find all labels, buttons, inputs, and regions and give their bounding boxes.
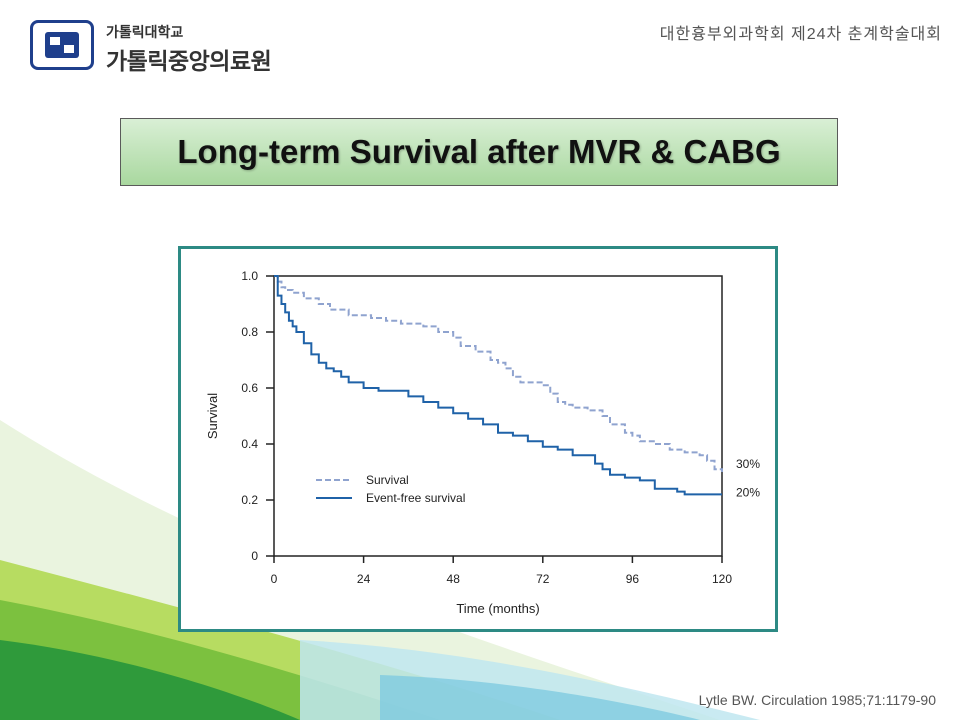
university-name: 가톨릭대학교 xyxy=(106,24,184,40)
x-axis-label: Time (months) xyxy=(456,601,539,616)
conference-name: 대한흉부외과학회 제24차 춘계학술대회 xyxy=(659,26,942,43)
legend-label: Survival xyxy=(366,473,409,487)
hospital-name: 가톨릭중앙의료원 xyxy=(106,48,272,74)
slide-title: Long-term Survival after MVR & CABG xyxy=(177,133,781,170)
x-tick-label: 120 xyxy=(712,572,732,586)
survival-chart: 0 0.2 0.4 0.6 0.8 1.0 0 24 48 72 96 120 Time (months… xyxy=(205,269,760,616)
event-free-survival-end-label: 20% xyxy=(736,485,760,499)
y-tick-label: 0.4 xyxy=(241,437,258,451)
y-axis-label: Survival xyxy=(205,393,220,439)
slide-title-box: Long-term Survival after MVR & CABG xyxy=(120,118,838,186)
y-tick-label: 0.8 xyxy=(241,325,258,339)
legend-label: Event-free survival xyxy=(366,491,465,505)
event-free-survival-line xyxy=(274,275,722,496)
y-tick-label: 0.6 xyxy=(241,381,258,395)
chart-frame: 0 0.2 0.4 0.6 0.8 1.0 0 24 48 72 96 120 Time (months… xyxy=(178,246,778,632)
survival-line xyxy=(274,275,723,472)
survival-end-label: 30% xyxy=(736,457,760,471)
citation: Lytle BW. Circulation 1985;71:1179-90 xyxy=(698,692,936,708)
y-tick-label: 0 xyxy=(251,549,258,563)
x-tick-label: 24 xyxy=(357,572,371,586)
y-tick-label: 0.2 xyxy=(241,493,258,507)
x-tick-label: 72 xyxy=(536,572,550,586)
plot-area-border xyxy=(273,275,723,557)
university-logo: 가톨릭대학교 가톨릭중앙의료원 xyxy=(30,20,280,75)
x-tick-label: 96 xyxy=(626,572,640,586)
x-tick-label: 48 xyxy=(447,572,461,586)
y-tick-label: 1.0 xyxy=(241,269,258,283)
catholic-university-seal-icon xyxy=(30,20,94,70)
x-tick-label: 0 xyxy=(271,572,278,586)
